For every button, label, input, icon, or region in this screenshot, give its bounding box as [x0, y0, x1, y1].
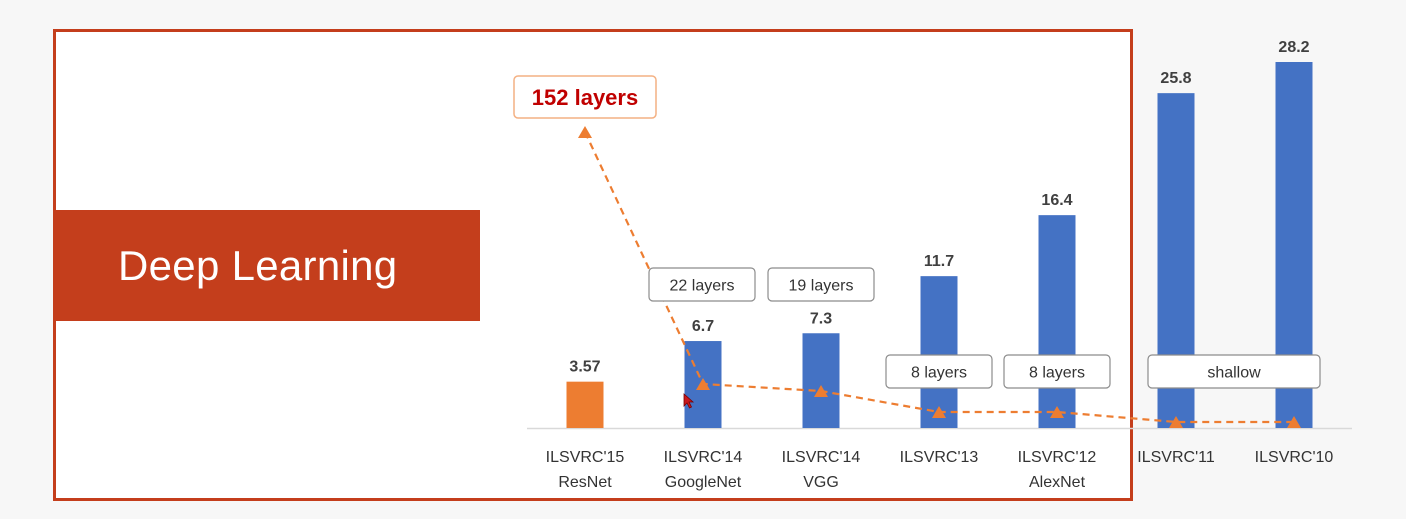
- x-tick-label: AlexNet: [1029, 474, 1086, 491]
- depth-marker: [1169, 416, 1183, 428]
- bar: [920, 276, 958, 428]
- data-label: 6.7: [692, 318, 714, 335]
- annotation-label: 8 layers: [911, 364, 967, 381]
- data-label: 28.2: [1278, 39, 1309, 56]
- annotation-box: [1003, 354, 1111, 389]
- data-label: 11.7: [924, 253, 954, 270]
- depth-marker: [932, 406, 946, 418]
- x-tick-label: ILSVRC'10: [1255, 449, 1334, 466]
- annotation-label: 152 layers: [532, 85, 638, 110]
- annotation-label: shallow: [1207, 364, 1261, 381]
- depth-marker: [1050, 406, 1064, 418]
- x-tick-label: ILSVRC'13: [900, 449, 979, 466]
- x-tick-label: ILSVRC'11: [1137, 449, 1215, 466]
- annotation-box: [513, 75, 657, 119]
- data-label: 7.3: [810, 310, 832, 327]
- data-label: 3.57: [569, 359, 600, 376]
- bar: [1038, 215, 1076, 428]
- x-tick-label: VGG: [803, 474, 839, 491]
- bar: [802, 333, 840, 428]
- x-tick-label: ILSVRC'14: [782, 449, 861, 466]
- title-band: Deep Learning: [53, 210, 480, 321]
- depth-marker: [814, 385, 828, 397]
- depth-marker: [696, 378, 710, 390]
- mouse-cursor-icon: [683, 393, 695, 409]
- annotation-box: [767, 267, 875, 302]
- depth-marker: [578, 126, 592, 138]
- annotation-label: 8 layers: [1029, 364, 1085, 381]
- x-tick-label: ILSVRC'14: [664, 449, 743, 466]
- depth-marker: [1287, 416, 1301, 428]
- x-tick-label: ILSVRC'15: [546, 449, 625, 466]
- annotation-label: 22 layers: [670, 277, 735, 294]
- data-label: 25.8: [1160, 70, 1191, 87]
- bar: [566, 381, 604, 428]
- x-tick-label: GoogleNet: [665, 474, 742, 491]
- data-label: 16.4: [1041, 192, 1072, 209]
- annotation-box: [1147, 354, 1321, 389]
- annotation-label: 19 layers: [789, 277, 854, 294]
- annotation-box: [885, 354, 993, 389]
- x-tick-label: ILSVRC'12: [1018, 449, 1097, 466]
- x-tick-label: ResNet: [558, 474, 612, 491]
- slide-title: Deep Learning: [118, 241, 398, 289]
- annotation-box: [648, 267, 756, 302]
